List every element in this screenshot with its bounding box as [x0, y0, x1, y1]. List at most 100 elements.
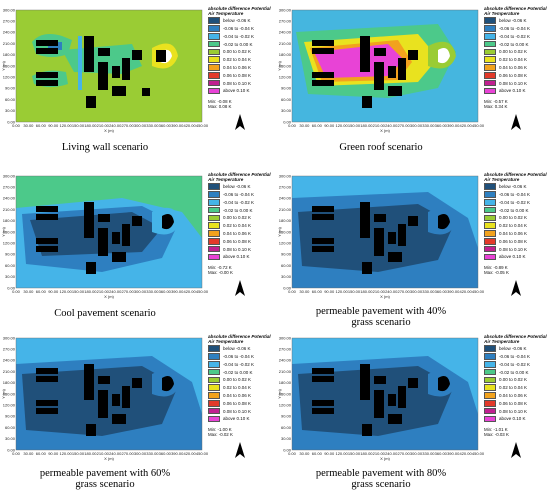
x-tick-label: 120.00 — [335, 123, 348, 128]
legend-label: above 0.10 K — [499, 88, 526, 94]
x-tick-label: 270.00 — [397, 123, 410, 128]
legend-swatch — [208, 214, 220, 222]
x-tick-label: 150.00 — [72, 289, 85, 294]
y-tick-label: 270.00 — [279, 19, 292, 24]
x-tick-label: 450.00 — [196, 289, 208, 294]
legend-swatch — [208, 191, 220, 198]
x-tick-label: 450.00 — [196, 123, 208, 128]
y-tick-label: 210.00 — [279, 41, 292, 46]
legend-label: -0.04 to -0.02 K — [223, 199, 255, 205]
legend-label: 0.00 to 0.02 K — [499, 215, 528, 221]
legend-item: 0.02 to 0.04 K — [208, 384, 274, 392]
x-tick-label: 60.00 — [36, 123, 47, 128]
map-pp80: 0.00 30.00 60.00 90.00 120.00 150.00 180.00 210… — [278, 335, 484, 461]
legend-label: 0.06 to 0.08 K — [223, 72, 252, 78]
x-tick-label: 60.00 — [312, 451, 323, 456]
x-tick-label: 210.00 — [97, 123, 110, 128]
map-zone — [78, 36, 82, 90]
x-axis-unit: X (m) — [380, 456, 390, 461]
legend-item: 0.06 to 0.08 K — [484, 399, 550, 407]
x-tick-label: 120.00 — [59, 451, 72, 456]
x-tick-label: 90.00 — [48, 289, 59, 294]
legend-label: 0.08 to 0.10 K — [499, 246, 528, 252]
caption: Cool pavement scenario — [54, 308, 156, 319]
x-tick-label: 0.00 — [288, 451, 297, 456]
legend-item: -0.04 to -0.02 K — [484, 198, 550, 206]
y-tick-label: 30.00 — [5, 436, 16, 441]
legend-swatch — [484, 56, 496, 63]
y-tick-label: 210.00 — [3, 207, 16, 212]
x-axis-unit: X (m) — [104, 456, 114, 461]
legend-item: 0.06 to 0.08 K — [484, 71, 550, 79]
x-tick-label: 90.00 — [324, 289, 335, 294]
max-label: Max: 0.08 K — [208, 104, 232, 109]
legend-swatch — [208, 361, 220, 368]
legend-swatch — [208, 79, 220, 87]
x-tick-label: 360.00 — [435, 289, 448, 294]
legend-swatch — [208, 40, 220, 48]
legend-item: 0.02 to 0.04 K — [208, 222, 274, 230]
legend-item: 0.08 to 0.10 K — [208, 245, 274, 253]
legend-label: above 0.10 K — [499, 416, 526, 422]
legend-item: above 0.10 K — [208, 253, 274, 261]
y-tick-label: 0.00 — [283, 119, 292, 124]
y-tick-label: 60.00 — [281, 263, 292, 268]
legend-label: 0.08 to 0.10 K — [499, 408, 528, 414]
legend-swatch — [208, 392, 220, 399]
legend-item: 0.00 to 0.02 K — [484, 214, 550, 222]
legend-swatch — [208, 206, 220, 214]
x-tick-label: 240.00 — [109, 123, 122, 128]
legend-item: 0.02 to 0.04 K — [484, 222, 550, 230]
y-tick-label: 30.00 — [5, 274, 16, 279]
panel-pp40: 0.00 30.00 60.00 90.00 120.00 150.00 180.00 210… — [278, 168, 550, 328]
legend-item: 0.02 to 0.04 K — [484, 384, 550, 392]
y-tick-label: 60.00 — [5, 425, 16, 430]
x-tick-label: 300.00 — [134, 289, 147, 294]
x-tick-label: 120.00 — [59, 123, 72, 128]
y-tick-label: 300.00 — [3, 335, 16, 340]
y-tick-label: 300.00 — [279, 335, 292, 340]
legend-item: 0.04 to 0.06 K — [208, 64, 274, 72]
y-tick-label: 60.00 — [281, 425, 292, 430]
legend-label: 0.02 to 0.04 K — [499, 57, 528, 63]
legend-label: -0.02 to 0.00 K — [499, 207, 529, 213]
x-tick-label: 360.00 — [159, 123, 172, 128]
legend-swatch — [208, 48, 220, 56]
legend-title: absolute difference Potential Air Temper… — [208, 334, 271, 345]
legend-swatch — [484, 79, 496, 87]
y-tick-label: 210.00 — [3, 369, 16, 374]
caption: permeable pavement with 60% grass scenar… — [2, 468, 208, 490]
y-tick-label: 180.00 — [279, 218, 292, 223]
y-tick-label: 150.00 — [279, 229, 292, 234]
min-label: Min: -0.72 K — [208, 265, 232, 270]
y-tick-label: 120.00 — [3, 241, 16, 246]
x-tick-label: 0.00 — [288, 289, 297, 294]
legend-item: 0.00 to 0.02 K — [208, 376, 274, 384]
legend-item: 0.00 to 0.02 K — [484, 376, 550, 384]
caption-line2: grass scenario — [351, 479, 411, 490]
legend: absolute difference Potential Air Temper… — [208, 6, 274, 95]
north-arrow-icon — [235, 114, 245, 130]
legend-swatch — [208, 345, 220, 352]
caption-line2: grass scenario — [75, 479, 135, 490]
legend-item: -0.06 to -0.04 K — [208, 25, 274, 33]
x-tick-label: 210.00 — [97, 451, 110, 456]
y-tick-label: 90.00 — [5, 86, 16, 91]
legend: absolute difference Potential Air Temper… — [208, 172, 274, 261]
legend-label: 0.02 to 0.04 K — [499, 385, 528, 391]
x-tick-label: 300.00 — [134, 123, 147, 128]
legend-swatch — [484, 361, 496, 368]
legend-swatch — [208, 237, 220, 245]
legend-label: -0.02 to 0.00 K — [499, 41, 529, 47]
x-tick-label: 0.00 — [12, 123, 21, 128]
panel-pp80: 0.00 30.00 60.00 90.00 120.00 150.00 180.00 210… — [278, 330, 550, 490]
x-tick-label: 30.00 — [23, 289, 34, 294]
x-axis-unit: X (m) — [380, 294, 390, 299]
x-tick-label: 450.00 — [196, 451, 208, 456]
legend-swatch — [484, 253, 496, 261]
legend-label: -0.04 to -0.02 K — [499, 199, 531, 205]
legend-item: 0.00 to 0.02 K — [208, 48, 274, 56]
legend-title: absolute difference Potential Air Temper… — [208, 6, 271, 17]
legend-item: -0.04 to -0.02 K — [208, 198, 274, 206]
x-axis-unit: X (m) — [104, 294, 114, 299]
